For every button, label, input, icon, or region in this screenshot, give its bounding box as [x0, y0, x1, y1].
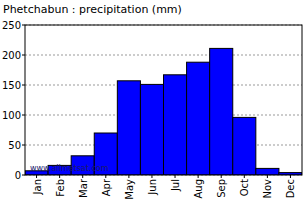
y-tick-label: 50 [8, 140, 21, 151]
bar [210, 48, 233, 175]
bar [117, 81, 140, 175]
x-tick-label: Aug [193, 179, 204, 199]
y-tick-label: 0 [15, 170, 21, 181]
bars [25, 48, 302, 175]
x-tick [244, 175, 245, 178]
title: Phetchabun : precipitation (mm) [3, 3, 182, 16]
chart-container: 0 50 100 150 200 250 www.allmetsat.com Jan Feb Ma… [0, 0, 306, 200]
x-tick-label: Jun [147, 179, 158, 196]
x-tick-label: Dec [285, 179, 296, 198]
bar [233, 117, 256, 175]
x-tick-label: Mar [78, 178, 89, 198]
x-tick-label: Jul [170, 179, 181, 192]
x-tick [175, 175, 176, 178]
x-tick [36, 175, 37, 178]
plot-frame [25, 25, 302, 175]
y-tick-label: 200 [2, 50, 21, 61]
x-tick-label: Jan [32, 179, 43, 195]
bar [164, 75, 187, 175]
bar [187, 62, 210, 175]
x-tick [267, 175, 268, 178]
x-tick-label: May [124, 179, 135, 200]
plot-background [25, 25, 302, 175]
x-tick-label: Feb [55, 179, 66, 197]
x-tick [128, 175, 129, 178]
watermark: www.allmetsat.com [30, 164, 109, 173]
x-tick [290, 175, 291, 178]
chart-svg: 0 50 100 150 200 250 www.allmetsat.com Jan Feb Ma… [0, 0, 306, 200]
x-tick-label: Nov [262, 179, 273, 199]
bar [256, 168, 279, 175]
x-tick [198, 175, 199, 178]
x-tick [105, 175, 106, 178]
bar [140, 84, 163, 175]
x-tick-label: Apr [101, 178, 112, 196]
y-tick-label: 100 [2, 110, 21, 121]
x-tick [151, 175, 152, 178]
x-tick [59, 175, 60, 178]
grid-line [25, 55, 302, 56]
x-tick [221, 175, 222, 178]
x-tick-label: Sep [216, 179, 227, 198]
x-tick [82, 175, 83, 178]
y-tick-label: 250 [2, 20, 21, 31]
y-tick-label: 150 [2, 80, 21, 91]
x-tick-label: Oct [239, 179, 250, 196]
